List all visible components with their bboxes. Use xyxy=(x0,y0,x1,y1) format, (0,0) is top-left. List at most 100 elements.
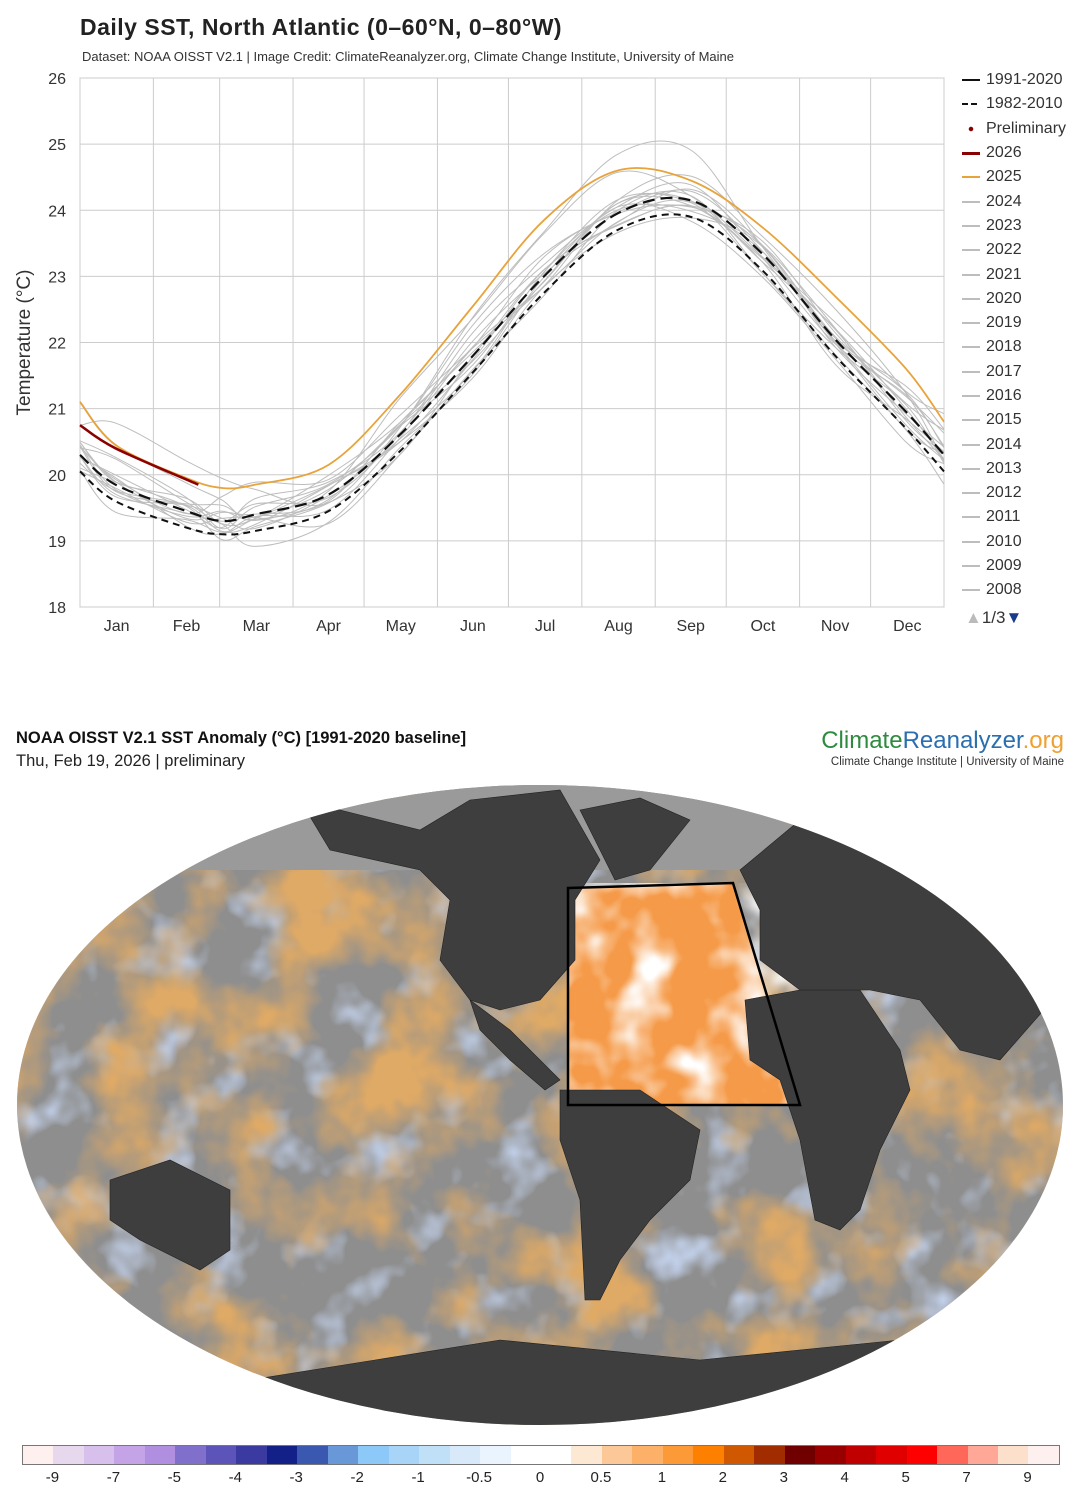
colorbar-swatch xyxy=(998,1446,1029,1464)
y-tick-label: 18 xyxy=(48,600,66,617)
legend-item-2016[interactable]: 2016 xyxy=(962,384,1080,408)
colorbar-swatch xyxy=(358,1446,389,1464)
y-tick-label: 23 xyxy=(48,269,66,286)
legend-label: 2012 xyxy=(986,484,1022,502)
sst-anomaly-map xyxy=(17,785,1063,1425)
legend-item-2024[interactable]: 2024 xyxy=(962,189,1080,213)
chart-subtitle: Dataset: NOAA OISST V2.1 | Image Credit:… xyxy=(82,49,734,64)
legend-label: 2015 xyxy=(986,411,1022,429)
colorbar-tick-label: -0.5 xyxy=(466,1469,492,1486)
colorbar-tick-label: -7 xyxy=(106,1469,121,1486)
colorbar-swatch xyxy=(967,1446,998,1464)
y-axis-label: Temperature (°C) xyxy=(14,270,35,416)
legend-label: 2022 xyxy=(986,241,1022,259)
legend-item-1982-2010[interactable]: 1982-2010 xyxy=(962,92,1080,116)
colorbar-swatch xyxy=(23,1446,54,1464)
colorbar-tick-label: -4 xyxy=(228,1469,242,1486)
colorbar-swatch xyxy=(175,1446,206,1464)
colorbar-tick-label: -9 xyxy=(45,1469,60,1486)
colorbar-swatch xyxy=(205,1446,237,1464)
legend-pager: ▲1/3▼ xyxy=(965,608,1022,628)
series-line-1991-2020 xyxy=(79,196,945,523)
series-line-2021 xyxy=(79,188,945,529)
legend-item-2011[interactable]: 2011 xyxy=(962,505,1080,529)
x-tick-label: Sep xyxy=(676,618,705,635)
legend-marker xyxy=(962,492,980,495)
legend-item-2023[interactable]: 2023 xyxy=(962,214,1080,238)
legend-marker xyxy=(962,151,980,155)
x-tick-label: Jan xyxy=(104,618,130,635)
legend-item-2010[interactable]: 2010 xyxy=(962,530,1080,554)
colorbar-tick-label: 5 xyxy=(901,1469,910,1486)
colorbar-swatch xyxy=(845,1446,877,1464)
legend-item-2022[interactable]: 2022 xyxy=(962,238,1080,262)
legend-item-Preliminary[interactable]: Preliminary xyxy=(962,117,1080,141)
legend-marker xyxy=(962,249,980,252)
series-line-2012 xyxy=(79,195,945,521)
legend-item-2014[interactable]: 2014 xyxy=(962,432,1080,456)
legend-marker xyxy=(962,443,980,446)
legend-item-2013[interactable]: 2013 xyxy=(962,457,1080,481)
map-title: NOAA OISST V2.1 SST Anomaly (°C) [1991-2… xyxy=(16,729,467,747)
legend-marker xyxy=(962,200,980,203)
colorbar-swatch xyxy=(297,1446,328,1464)
colorbar-tick-label: 2 xyxy=(718,1469,727,1486)
x-tick-label: Mar xyxy=(243,618,271,635)
colorbar-swatch xyxy=(571,1446,602,1464)
legend-marker xyxy=(962,395,980,397)
series-line-2013 xyxy=(79,199,945,536)
x-tick-label: Jun xyxy=(460,618,486,635)
colorbar-swatch xyxy=(906,1446,938,1464)
legend-label: 2023 xyxy=(986,216,1022,234)
legend-label: 1991-2020 xyxy=(986,71,1063,89)
legend-item-2017[interactable]: 2017 xyxy=(962,360,1080,384)
legend-marker xyxy=(962,103,980,106)
logo-part: .org xyxy=(1022,727,1064,754)
colorbar-tick-label: -3 xyxy=(289,1469,303,1486)
legend-label: 2018 xyxy=(986,338,1022,356)
legend-marker xyxy=(962,176,980,179)
colorbar-tick-label: 1 xyxy=(657,1469,667,1486)
colorbar xyxy=(22,1445,1060,1465)
page-down-icon[interactable]: ▼ xyxy=(1005,608,1023,627)
legend-item-2015[interactable]: 2015 xyxy=(962,408,1080,432)
logo-part: Climate xyxy=(821,727,903,754)
legend-marker xyxy=(962,565,980,568)
legend-item-2009[interactable]: 2009 xyxy=(962,554,1080,578)
legend-item-2021[interactable]: 2021 xyxy=(962,262,1080,286)
page-indicator: 1/3 xyxy=(981,608,1006,627)
colorbar-swatch xyxy=(693,1446,724,1464)
y-tick-label: 21 xyxy=(48,402,66,419)
series-line-2026 xyxy=(79,424,199,486)
legend-item-2008[interactable]: 2008 xyxy=(962,578,1080,602)
legend-label: 2020 xyxy=(986,289,1022,307)
logo-subtitle: Climate Change Institute | University of… xyxy=(830,756,1064,768)
colorbar-swatch xyxy=(723,1446,755,1464)
x-tick-label: Oct xyxy=(750,618,775,635)
colorbar-swatch xyxy=(937,1446,968,1464)
legend-item-2026[interactable]: 2026 xyxy=(962,141,1080,165)
x-tick-label: Apr xyxy=(316,618,342,635)
legend-label: 2025 xyxy=(986,168,1022,186)
colorbar-swatch xyxy=(480,1446,511,1464)
page-up-icon[interactable]: ▲ xyxy=(965,608,982,627)
y-tick-label: 24 xyxy=(48,203,66,220)
legend-item-2019[interactable]: 2019 xyxy=(962,311,1080,335)
legend-label: 2024 xyxy=(986,192,1022,210)
legend-item-2020[interactable]: 2020 xyxy=(962,287,1080,311)
legend-item-2018[interactable]: 2018 xyxy=(962,335,1080,359)
legend-label: 2026 xyxy=(986,144,1022,162)
legend-item-1991-2020[interactable]: 1991-2020 xyxy=(962,68,1080,92)
x-tick-label: Dec xyxy=(893,618,921,635)
legend-label: Preliminary xyxy=(986,119,1067,137)
series-line-2023 xyxy=(79,170,945,521)
y-tick-label: 25 xyxy=(48,137,66,154)
colorbar-swatch xyxy=(876,1446,907,1464)
colorbar-swatch xyxy=(1028,1446,1059,1464)
legend-label: 2009 xyxy=(986,557,1022,575)
colorbar-swatch xyxy=(540,1446,572,1464)
legend-item-2012[interactable]: 2012 xyxy=(962,481,1080,505)
legend-item-2025[interactable]: 2025 xyxy=(962,165,1080,189)
series-line-2014 xyxy=(79,204,945,541)
colorbar-swatch xyxy=(419,1446,450,1464)
